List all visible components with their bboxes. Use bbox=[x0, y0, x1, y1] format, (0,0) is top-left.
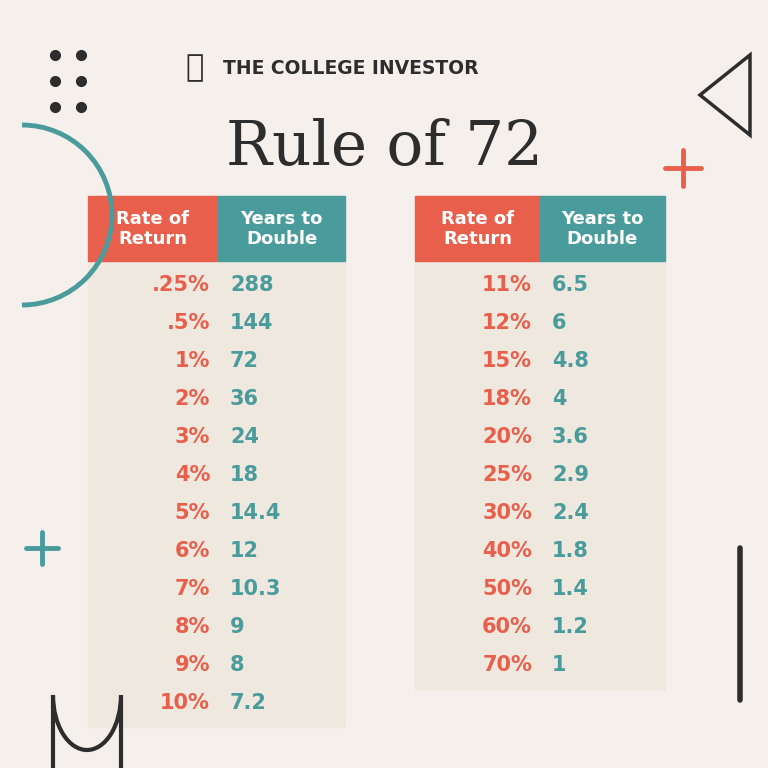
Text: 6: 6 bbox=[552, 313, 567, 333]
Text: 1%: 1% bbox=[174, 351, 210, 371]
Text: 1.2: 1.2 bbox=[552, 617, 589, 637]
Bar bbox=[540, 196, 665, 261]
Bar bbox=[415, 196, 540, 261]
Text: Years to: Years to bbox=[561, 210, 644, 227]
Text: 1: 1 bbox=[552, 655, 567, 675]
Text: 2.9: 2.9 bbox=[552, 465, 589, 485]
Text: 2%: 2% bbox=[174, 389, 210, 409]
Text: 36: 36 bbox=[230, 389, 259, 409]
Text: THE COLLEGE INVESTOR: THE COLLEGE INVESTOR bbox=[223, 58, 478, 78]
Text: 14.4: 14.4 bbox=[230, 503, 281, 523]
Text: Years to: Years to bbox=[240, 210, 323, 227]
Text: 70%: 70% bbox=[482, 655, 532, 675]
Text: 4: 4 bbox=[552, 389, 567, 409]
Text: 3.6: 3.6 bbox=[552, 427, 589, 447]
Text: 50%: 50% bbox=[482, 579, 532, 599]
Text: Double: Double bbox=[567, 230, 638, 249]
Text: 1.8: 1.8 bbox=[552, 541, 589, 561]
Text: 6%: 6% bbox=[174, 541, 210, 561]
Text: 15%: 15% bbox=[482, 351, 532, 371]
Text: 20%: 20% bbox=[482, 427, 532, 447]
Text: Return: Return bbox=[118, 230, 187, 249]
Text: 1.4: 1.4 bbox=[552, 579, 589, 599]
Bar bbox=[218, 196, 345, 261]
Bar bbox=[88, 261, 345, 727]
Text: 8%: 8% bbox=[174, 617, 210, 637]
Text: 11%: 11% bbox=[482, 275, 532, 295]
Text: 9: 9 bbox=[230, 617, 245, 637]
Text: 60%: 60% bbox=[482, 617, 532, 637]
Text: 10.3: 10.3 bbox=[230, 579, 281, 599]
Text: 72: 72 bbox=[230, 351, 259, 371]
Text: 8: 8 bbox=[230, 655, 244, 675]
Text: 18%: 18% bbox=[482, 389, 532, 409]
Text: 7%: 7% bbox=[174, 579, 210, 599]
Text: 4.8: 4.8 bbox=[552, 351, 589, 371]
Text: Return: Return bbox=[443, 230, 512, 249]
Text: 12: 12 bbox=[230, 541, 259, 561]
Text: 288: 288 bbox=[230, 275, 273, 295]
Text: 3%: 3% bbox=[174, 427, 210, 447]
Text: .5%: .5% bbox=[167, 313, 210, 333]
Text: Double: Double bbox=[246, 230, 317, 249]
Bar bbox=[415, 261, 665, 689]
Text: 9%: 9% bbox=[174, 655, 210, 675]
Text: 40%: 40% bbox=[482, 541, 532, 561]
Text: Rate of: Rate of bbox=[117, 210, 190, 227]
Text: 30%: 30% bbox=[482, 503, 532, 523]
Text: 24: 24 bbox=[230, 427, 259, 447]
Text: 5%: 5% bbox=[174, 503, 210, 523]
Text: 10%: 10% bbox=[160, 693, 210, 713]
Text: 18: 18 bbox=[230, 465, 259, 485]
Text: Rule of 72: Rule of 72 bbox=[226, 118, 542, 178]
Text: 12%: 12% bbox=[482, 313, 532, 333]
Text: 25%: 25% bbox=[482, 465, 532, 485]
Text: 7.2: 7.2 bbox=[230, 693, 266, 713]
Text: 2.4: 2.4 bbox=[552, 503, 589, 523]
Text: 4%: 4% bbox=[174, 465, 210, 485]
Text: 6.5: 6.5 bbox=[552, 275, 589, 295]
Text: Rate of: Rate of bbox=[441, 210, 514, 227]
Bar bbox=[88, 196, 218, 261]
Text: 144: 144 bbox=[230, 313, 273, 333]
Text: 🎓: 🎓 bbox=[186, 54, 204, 82]
Text: .25%: .25% bbox=[152, 275, 210, 295]
